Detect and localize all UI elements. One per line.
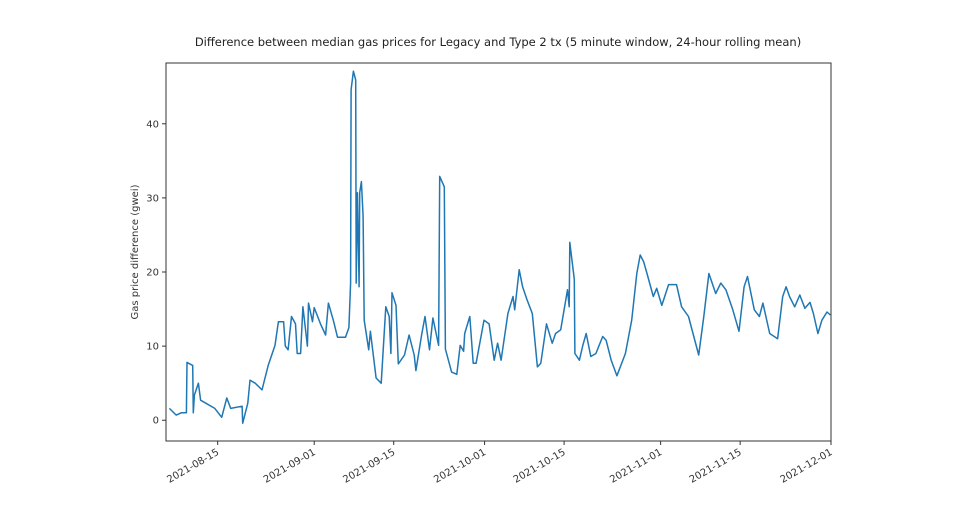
chart-title: Difference between median gas prices for… bbox=[195, 35, 801, 49]
y-tick-label: 30 bbox=[146, 193, 159, 204]
x-tick-label: 2021-10-01 bbox=[432, 447, 488, 486]
y-tick-label: 0 bbox=[153, 416, 159, 427]
y-axis-label: Gas price difference (gwei) bbox=[130, 184, 141, 319]
y-tick-label: 20 bbox=[146, 268, 159, 279]
x-tick-label: 2021-08-15 bbox=[165, 447, 221, 486]
y-tick-label: 10 bbox=[146, 342, 159, 353]
plot-marks: 0 10 20 30 40 2021-08-15 2021-09-01 2021-09-15 2… bbox=[146, 70, 835, 486]
series-line-difference bbox=[168, 70, 831, 424]
x-tick-label: 2021-09-15 bbox=[341, 447, 397, 486]
x-tick-label: 2021-10-15 bbox=[512, 447, 568, 486]
plot-frame bbox=[165, 62, 832, 442]
x-tick-label: 2021-09-01 bbox=[262, 447, 318, 486]
x-tick-label: 2021-11-01 bbox=[608, 447, 664, 486]
y-tick-label: 40 bbox=[146, 119, 159, 130]
x-tick-label: 2021-11-15 bbox=[688, 447, 744, 486]
x-tick-label: 2021-12-01 bbox=[779, 447, 835, 486]
